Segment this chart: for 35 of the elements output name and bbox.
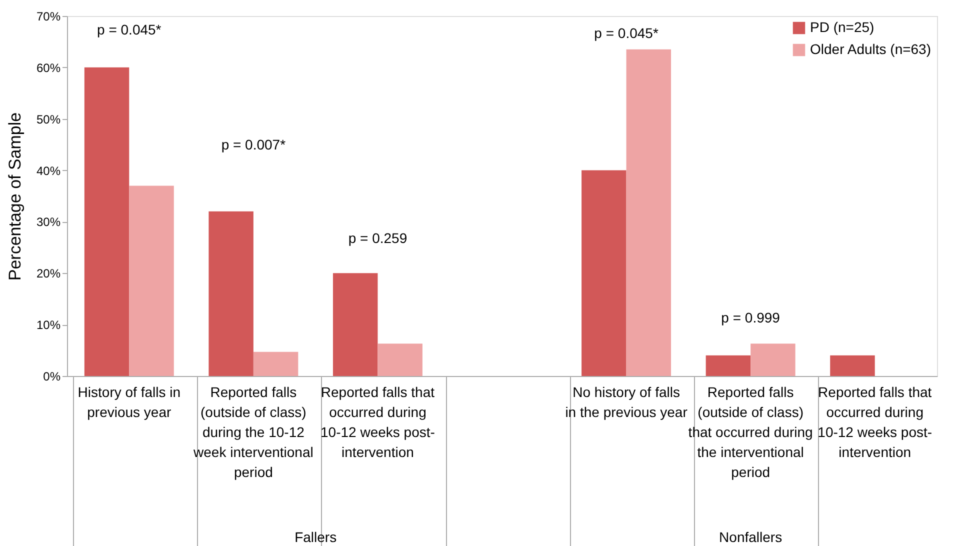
bar — [582, 170, 626, 376]
bar — [332, 273, 378, 376]
y-tick-label: 50% — [36, 112, 61, 126]
x-tick-label: History of falls in previous year — [78, 384, 180, 420]
y-axis-title: Percentage of Sample — [5, 112, 24, 281]
y-tick-label: 0% — [43, 370, 61, 384]
annotation: p = 0.259 — [348, 230, 408, 246]
y-tick-label: 70% — [36, 10, 61, 24]
x-tick-label: No history of falls in the previous year — [565, 384, 688, 420]
annotation: p = 0.045* — [97, 21, 162, 38]
bar — [830, 355, 875, 376]
y-tick-label: 40% — [36, 164, 61, 178]
x-tick-label: Reported falls (outside of class) during the 10-12 week interventional period — [192, 384, 314, 480]
text: Fallers — [294, 529, 337, 545]
legend-label: PD (n=25) — [810, 19, 874, 35]
bar — [208, 211, 254, 376]
y-tick-label: 30% — [36, 215, 61, 230]
bar — [378, 344, 422, 376]
bar — [626, 49, 672, 376]
bar — [750, 344, 796, 376]
y-tick-label: 20% — [36, 266, 61, 281]
y-tick-label: 60% — [36, 60, 61, 75]
annotation: p = 0.007* — [221, 136, 286, 153]
x-tick-label: Reported falls (outside of class) that occurred during the interventional period — [688, 384, 813, 480]
bar — [129, 186, 174, 376]
x-tick-label: Reported falls that occurred during 10-12 weeks post-intervention — [320, 384, 436, 460]
annotation: p = 0.045* — [594, 25, 659, 41]
x-tick-label: Reported falls that occurred during 10-12 weeks post-intervention — [818, 384, 932, 460]
text: Nonfallers — [719, 529, 782, 545]
legend-label: Older Adults (n=63) — [810, 41, 932, 57]
annotation: p = 0.999 — [721, 309, 780, 326]
y-tick-label: 10% — [36, 318, 61, 332]
bar — [706, 355, 751, 376]
bar — [84, 67, 130, 376]
bar — [253, 352, 298, 376]
